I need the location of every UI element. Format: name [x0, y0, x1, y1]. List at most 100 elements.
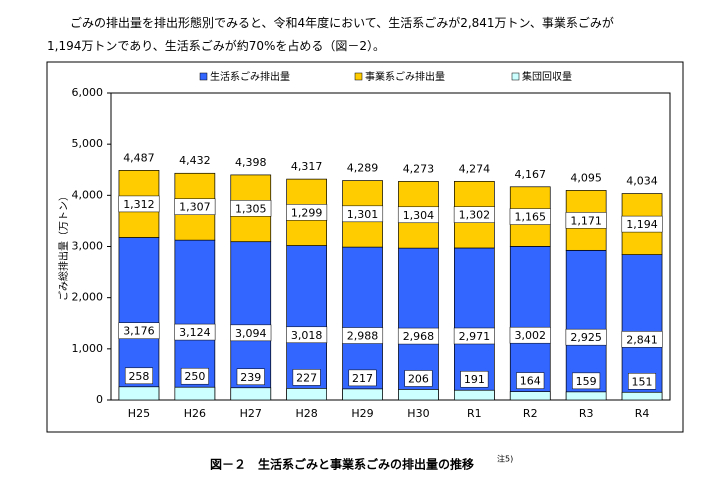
y-tick-label: 2,000 — [72, 291, 104, 304]
total-label: 4,095 — [570, 171, 602, 184]
data-label-box — [118, 322, 160, 339]
data-label-box — [180, 367, 209, 385]
data-label-box — [509, 326, 551, 344]
legend-label: 事業系ごみ排出量 — [365, 70, 445, 83]
data-label: 1,307 — [179, 201, 211, 214]
data-label: 151 — [632, 375, 653, 388]
bar-segment — [565, 391, 607, 401]
y-tick-label: 3,000 — [72, 240, 104, 253]
x-tick-label: H25 — [128, 407, 150, 420]
data-label: 2,968 — [403, 330, 435, 343]
data-label-box — [621, 215, 663, 233]
x-tick-label: H26 — [184, 407, 206, 420]
x-tick-label: R3 — [579, 407, 594, 420]
data-label: 3,002 — [515, 329, 547, 342]
data-label-box — [174, 323, 216, 341]
data-label: 191 — [464, 373, 485, 386]
y-tick-label: 6,000 — [72, 86, 104, 99]
data-label-box — [397, 327, 439, 345]
body-text: ごみの排出量を排出形態別でみると、令和4年度において、生活系ごみが2,841万ト… — [70, 16, 614, 30]
legend-swatch — [354, 72, 363, 81]
data-label: 239 — [240, 371, 261, 384]
data-label: 159 — [576, 375, 597, 388]
body-text: 1,194万トンであり、生活系ごみが約70%を占める（図－2）。 — [47, 39, 386, 53]
data-label-box — [565, 212, 607, 229]
bar-segment — [230, 387, 272, 401]
legend-swatch — [511, 72, 520, 81]
data-label: 1,194 — [626, 218, 658, 231]
total-label: 4,274 — [459, 162, 491, 175]
caption-note: 注5) — [497, 454, 513, 464]
data-label: 1,165 — [515, 211, 547, 224]
data-label: 250 — [184, 370, 205, 383]
bar-segment — [342, 388, 383, 401]
total-label: 4,317 — [291, 160, 323, 173]
data-label: 2,925 — [570, 331, 602, 344]
data-label-box — [118, 195, 160, 213]
data-label: 3,094 — [235, 327, 267, 340]
total-label: 4,398 — [235, 156, 267, 169]
data-label: 164 — [520, 375, 541, 388]
x-tick-label: R1 — [467, 407, 482, 420]
data-label-box — [565, 328, 607, 346]
data-label: 1,302 — [459, 209, 491, 222]
data-label: 3,018 — [291, 329, 323, 342]
data-label-box — [404, 370, 433, 387]
total-label: 4,289 — [347, 162, 379, 175]
x-tick-label: H28 — [296, 407, 318, 420]
total-label: 4,167 — [515, 168, 547, 181]
data-label-box — [292, 369, 321, 386]
data-label-box — [572, 372, 601, 390]
data-label: 2,841 — [626, 333, 658, 346]
data-label-box — [453, 327, 495, 345]
data-label-box — [342, 205, 384, 223]
y-axis-label: ごみ総排出量（万トン） — [57, 191, 70, 301]
data-label: 2,988 — [347, 330, 379, 343]
chart-frame — [46, 61, 684, 433]
data-label: 1,301 — [347, 208, 379, 221]
data-label: 1,304 — [403, 209, 435, 222]
data-label-box — [286, 204, 328, 221]
data-label-box — [516, 372, 545, 389]
legend-swatch — [199, 72, 208, 81]
total-label: 4,034 — [626, 175, 658, 188]
data-label-box — [509, 208, 551, 225]
data-label-box — [453, 206, 495, 223]
bar-segment — [621, 391, 663, 401]
caption: 図－２ 生活系ごみと事業系ごみの排出量の推移 — [210, 457, 474, 472]
bar-segment — [118, 386, 160, 401]
bar-segment — [509, 391, 551, 401]
data-label-box — [342, 327, 384, 344]
bar-segment — [398, 389, 439, 401]
total-label: 4,432 — [179, 154, 211, 167]
total-label: 4,273 — [403, 162, 435, 175]
bar-segment — [174, 386, 216, 401]
y-tick-label: 1,000 — [72, 342, 104, 355]
data-label-box — [124, 367, 153, 385]
y-tick-label: 0 — [96, 393, 103, 406]
data-label: 227 — [296, 371, 317, 384]
data-label-box — [621, 331, 663, 348]
legend-label: 生活系ごみ排出量 — [210, 70, 290, 83]
data-label-box — [460, 370, 489, 388]
data-label: 206 — [408, 372, 429, 385]
data-label-box — [230, 200, 272, 217]
data-label-box — [230, 324, 272, 342]
x-tick-label: R4 — [635, 407, 650, 420]
data-label: 1,299 — [291, 206, 323, 219]
data-label-box — [628, 373, 657, 390]
legend-label: 集団回収量 — [522, 70, 572, 83]
y-tick-label: 5,000 — [72, 137, 104, 150]
data-label: 1,312 — [123, 198, 155, 211]
data-label-box — [348, 369, 377, 387]
x-tick-label: H29 — [351, 407, 373, 420]
x-tick-label: H30 — [407, 407, 429, 420]
total-label: 4,487 — [123, 151, 155, 164]
data-label: 3,124 — [179, 326, 211, 339]
data-label: 3,176 — [123, 325, 155, 338]
data-label-box — [397, 206, 439, 224]
y-tick-label: 4,000 — [72, 188, 104, 201]
bar-segment — [454, 389, 495, 401]
data-label: 217 — [352, 372, 373, 385]
